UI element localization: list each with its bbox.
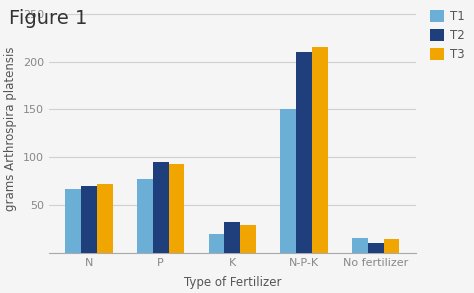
X-axis label: Type of Fertilizer: Type of Fertilizer xyxy=(183,276,281,289)
Bar xyxy=(97,184,113,253)
Bar xyxy=(81,186,97,253)
Text: Figure 1: Figure 1 xyxy=(9,9,88,28)
Bar xyxy=(153,162,169,253)
Bar xyxy=(65,189,81,253)
Bar xyxy=(296,52,312,253)
Bar xyxy=(225,222,240,253)
Legend: T1, T2, T3: T1, T2, T3 xyxy=(426,5,470,65)
Bar xyxy=(368,243,383,253)
Bar xyxy=(280,109,296,253)
Bar xyxy=(137,179,153,253)
Bar xyxy=(240,225,256,253)
Y-axis label: grams Arthrospira platensis: grams Arthrospira platensis xyxy=(4,46,17,211)
Bar xyxy=(383,239,399,253)
Bar xyxy=(209,234,225,253)
Bar xyxy=(312,47,328,253)
Bar xyxy=(169,164,184,253)
Bar xyxy=(352,238,368,253)
